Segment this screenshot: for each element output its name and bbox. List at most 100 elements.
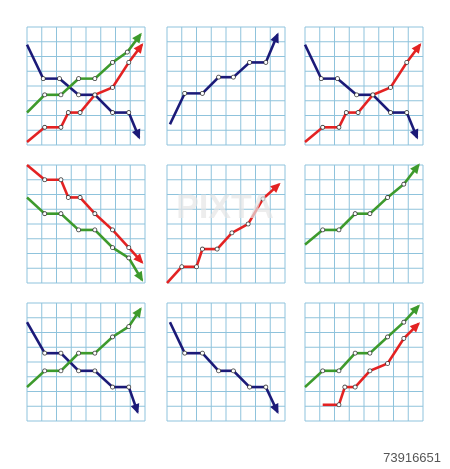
data-point xyxy=(110,245,115,251)
data-point xyxy=(320,227,326,233)
line-chart xyxy=(304,163,424,284)
data-point xyxy=(401,181,407,187)
series-line xyxy=(304,164,420,246)
line-chart xyxy=(166,302,286,422)
data-point xyxy=(126,245,132,251)
arrowhead xyxy=(132,307,142,319)
data-point xyxy=(385,361,391,366)
data-point xyxy=(58,211,64,217)
data-point xyxy=(388,85,393,90)
data-point xyxy=(370,92,376,98)
data-point xyxy=(352,211,358,217)
data-point xyxy=(110,85,115,90)
data-point xyxy=(260,196,266,202)
data-point xyxy=(42,350,48,356)
data-point xyxy=(385,195,391,200)
data-point xyxy=(404,60,410,65)
data-point xyxy=(343,110,349,115)
data-point xyxy=(110,60,115,65)
data-point xyxy=(336,227,342,233)
data-point xyxy=(388,110,393,115)
data-point xyxy=(42,92,48,98)
data-point xyxy=(182,90,188,96)
data-point xyxy=(247,384,253,390)
series-line xyxy=(26,196,144,281)
data-point xyxy=(42,211,48,217)
data-point xyxy=(216,74,222,80)
data-point xyxy=(404,110,410,115)
series-line xyxy=(322,322,420,407)
data-point xyxy=(182,350,188,356)
data-point xyxy=(385,334,391,340)
data-point xyxy=(336,402,342,408)
data-point xyxy=(76,92,82,98)
data-point xyxy=(92,227,98,233)
arrowhead xyxy=(411,43,422,54)
data-point xyxy=(40,76,46,82)
data-point xyxy=(342,384,348,390)
data-point xyxy=(354,92,360,98)
data-point xyxy=(199,90,205,96)
data-point xyxy=(318,76,324,82)
arrowhead xyxy=(409,304,420,315)
data-point xyxy=(42,177,48,183)
series-line xyxy=(25,321,139,413)
image-id: 73916651 xyxy=(383,450,441,465)
data-point xyxy=(335,76,340,82)
data-point xyxy=(216,368,222,374)
data-point xyxy=(263,384,269,390)
arrowhead xyxy=(133,253,144,264)
data-point xyxy=(58,177,64,183)
data-point xyxy=(320,368,326,374)
data-point xyxy=(42,368,48,374)
data-point xyxy=(110,334,115,340)
data-point xyxy=(126,60,132,65)
arrowhead xyxy=(130,403,140,415)
data-point xyxy=(92,92,98,98)
data-point xyxy=(367,211,373,217)
series-line xyxy=(304,305,420,389)
data-point xyxy=(65,110,71,115)
data-point xyxy=(263,60,269,65)
data-point xyxy=(126,384,132,390)
data-point xyxy=(126,110,132,115)
data-point xyxy=(110,110,115,115)
data-point xyxy=(76,227,82,233)
data-point xyxy=(126,324,132,330)
data-point xyxy=(401,319,407,325)
data-point xyxy=(179,264,185,270)
data-point xyxy=(92,350,98,356)
line-chart xyxy=(25,302,146,422)
data-point xyxy=(401,335,407,341)
data-point xyxy=(352,350,358,356)
data-point xyxy=(58,350,64,356)
arrowhead xyxy=(132,32,142,44)
series-line xyxy=(168,33,279,125)
series-line xyxy=(303,44,419,139)
data-point xyxy=(229,230,235,236)
series-line xyxy=(26,33,142,114)
arrowhead xyxy=(134,270,144,282)
data-point xyxy=(199,246,205,252)
data-point xyxy=(194,264,199,270)
data-point xyxy=(199,350,205,356)
arrowhead xyxy=(409,128,419,140)
watermark: PIXTA xyxy=(176,188,274,226)
data-point xyxy=(76,76,82,82)
data-point xyxy=(352,384,358,390)
line-chart xyxy=(166,26,286,146)
arrowhead xyxy=(410,163,420,175)
data-point xyxy=(110,384,115,390)
data-point xyxy=(76,350,82,356)
line-chart xyxy=(166,164,286,284)
arrowhead xyxy=(270,32,279,44)
series-line xyxy=(25,44,141,139)
data-point xyxy=(320,124,326,130)
data-point xyxy=(58,124,64,130)
line-chart xyxy=(304,302,424,422)
data-point xyxy=(124,49,130,55)
data-point xyxy=(126,255,132,261)
data-point xyxy=(355,110,361,115)
data-point xyxy=(57,76,62,82)
